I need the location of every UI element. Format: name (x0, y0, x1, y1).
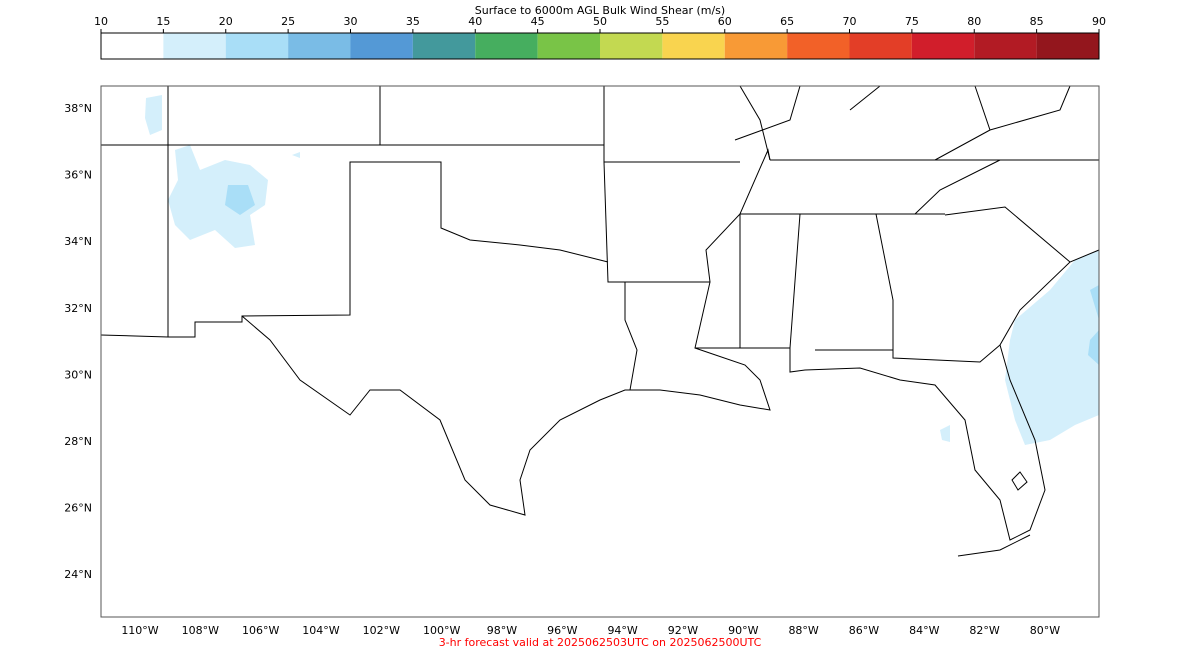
boundaries (100, 85, 1100, 557)
lon-label: 96°W (547, 624, 577, 637)
lat-label: 38°N (64, 102, 92, 115)
lon-label: 84°W (909, 624, 939, 637)
colorbar-bin (475, 33, 538, 59)
colorbar-tick-label: 25 (281, 15, 295, 28)
colorbar-tick-label: 90 (1092, 15, 1106, 28)
colorbar-tick-label: 65 (780, 15, 794, 28)
colorbar-tick-label: 35 (406, 15, 420, 28)
footer: 3-hr forecast valid at 2025062503UTC on … (439, 636, 762, 649)
lon-label: 102°W (363, 624, 400, 637)
lon-label: 88°W (788, 624, 818, 637)
colorbar-tick-label: 80 (967, 15, 981, 28)
lon-label: 104°W (302, 624, 339, 637)
lon-label: 90°W (728, 624, 758, 637)
colorbar-frame (100, 32, 1100, 60)
colorbar: 10 15 20 25 30 35 40 45 50 55 60 65 70 75 80 85 90 (94, 15, 1106, 59)
colorbar-tick-label: 30 (344, 15, 358, 28)
colorbar-bin (600, 33, 663, 59)
lat-label: 24°N (64, 568, 92, 581)
lat-label: 30°N (64, 368, 92, 381)
colorbar-tick-label: 55 (655, 15, 669, 28)
lon-label: 98°W (487, 624, 517, 637)
colorbar-bin (225, 33, 289, 59)
colorbar-bin (1036, 33, 1099, 59)
colorbar-tick-label: 20 (219, 15, 233, 28)
colorbar-tick-label: 60 (718, 15, 732, 28)
colorbar-tick-label: 75 (905, 15, 919, 28)
colorbar-bin (849, 33, 912, 59)
colorbar-bin (787, 33, 850, 59)
lon-label: 100°W (423, 624, 460, 637)
colorbar-tick-label: 50 (593, 15, 607, 28)
colorbar-tick-label: 85 (1030, 15, 1044, 28)
colorbar-bin (101, 33, 164, 59)
shear-shading (145, 95, 1099, 445)
lon-label: 108°W (182, 624, 219, 637)
colorbar-tick-label: 45 (531, 15, 545, 28)
colorbar-bin (350, 33, 413, 59)
lon-label: 86°W (849, 624, 879, 637)
lat-label: 34°N (64, 235, 92, 248)
colorbar-title: Surface to 6000m AGL Bulk Wind Shear (m/… (475, 4, 725, 17)
colorbar-tick-label: 40 (468, 15, 482, 28)
lat-label: 28°N (64, 435, 92, 448)
lat-label: 32°N (64, 302, 92, 315)
colorbar-bin (288, 33, 351, 59)
lon-label: 80°W (1030, 624, 1060, 637)
colorbar-bin (974, 33, 1037, 59)
colorbar-bin (537, 33, 600, 59)
map-area (100, 85, 1100, 618)
lon-label: 82°W (969, 624, 999, 637)
colorbar-tick-label: 70 (843, 15, 857, 28)
map-frame (100, 85, 1100, 618)
lon-label: 94°W (607, 624, 637, 637)
lon-label: 106°W (242, 624, 279, 637)
map-background (101, 86, 1099, 617)
colorbar-bin (662, 33, 725, 59)
colorbar-bin (911, 33, 975, 59)
colorbar-bin (412, 33, 476, 59)
lon-label: 110°W (121, 624, 158, 637)
lon-label: 92°W (668, 624, 698, 637)
colorbar-bin (724, 33, 788, 59)
lat-label: 26°N (64, 502, 92, 515)
colorbar-bin (163, 33, 226, 59)
lat-label: 36°N (64, 169, 92, 182)
axis-labels: 38°N 36°N 34°N 32°N 30°N 28°N 26°N 24°N 110°W 108… (64, 102, 1060, 637)
colorbar-tick-label: 10 (94, 15, 108, 28)
colorbar-tick-label: 15 (156, 15, 170, 28)
